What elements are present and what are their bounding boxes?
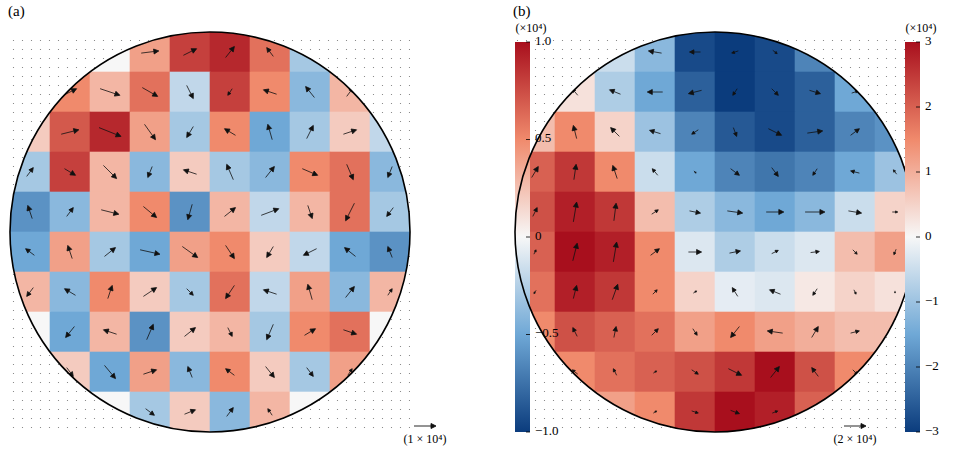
svg-text:1.0: 1.0 — [535, 33, 551, 48]
svg-text:2: 2 — [925, 98, 932, 113]
svg-text:−1.0: −1.0 — [535, 423, 559, 438]
svg-text:−2: −2 — [925, 358, 939, 373]
svg-text:(×10⁴): (×10⁴) — [906, 21, 937, 35]
svg-text:(a): (a) — [8, 3, 25, 20]
svg-text:−3: −3 — [925, 423, 939, 438]
svg-text:−1: −1 — [925, 293, 939, 308]
svg-text:0: 0 — [535, 228, 542, 243]
svg-text:3: 3 — [925, 33, 932, 48]
svg-text:−0.5: −0.5 — [535, 325, 559, 340]
svg-text:1: 1 — [925, 163, 932, 178]
svg-text:(b): (b) — [513, 3, 531, 20]
svg-text:0.5: 0.5 — [535, 130, 551, 145]
svg-text:(×10⁴): (×10⁴) — [516, 21, 547, 35]
svg-text:(2 × 10⁴): (2 × 10⁴) — [834, 432, 877, 446]
svg-text:(1 × 10⁴): (1 × 10⁴) — [404, 432, 447, 446]
svg-text:0: 0 — [925, 228, 932, 243]
